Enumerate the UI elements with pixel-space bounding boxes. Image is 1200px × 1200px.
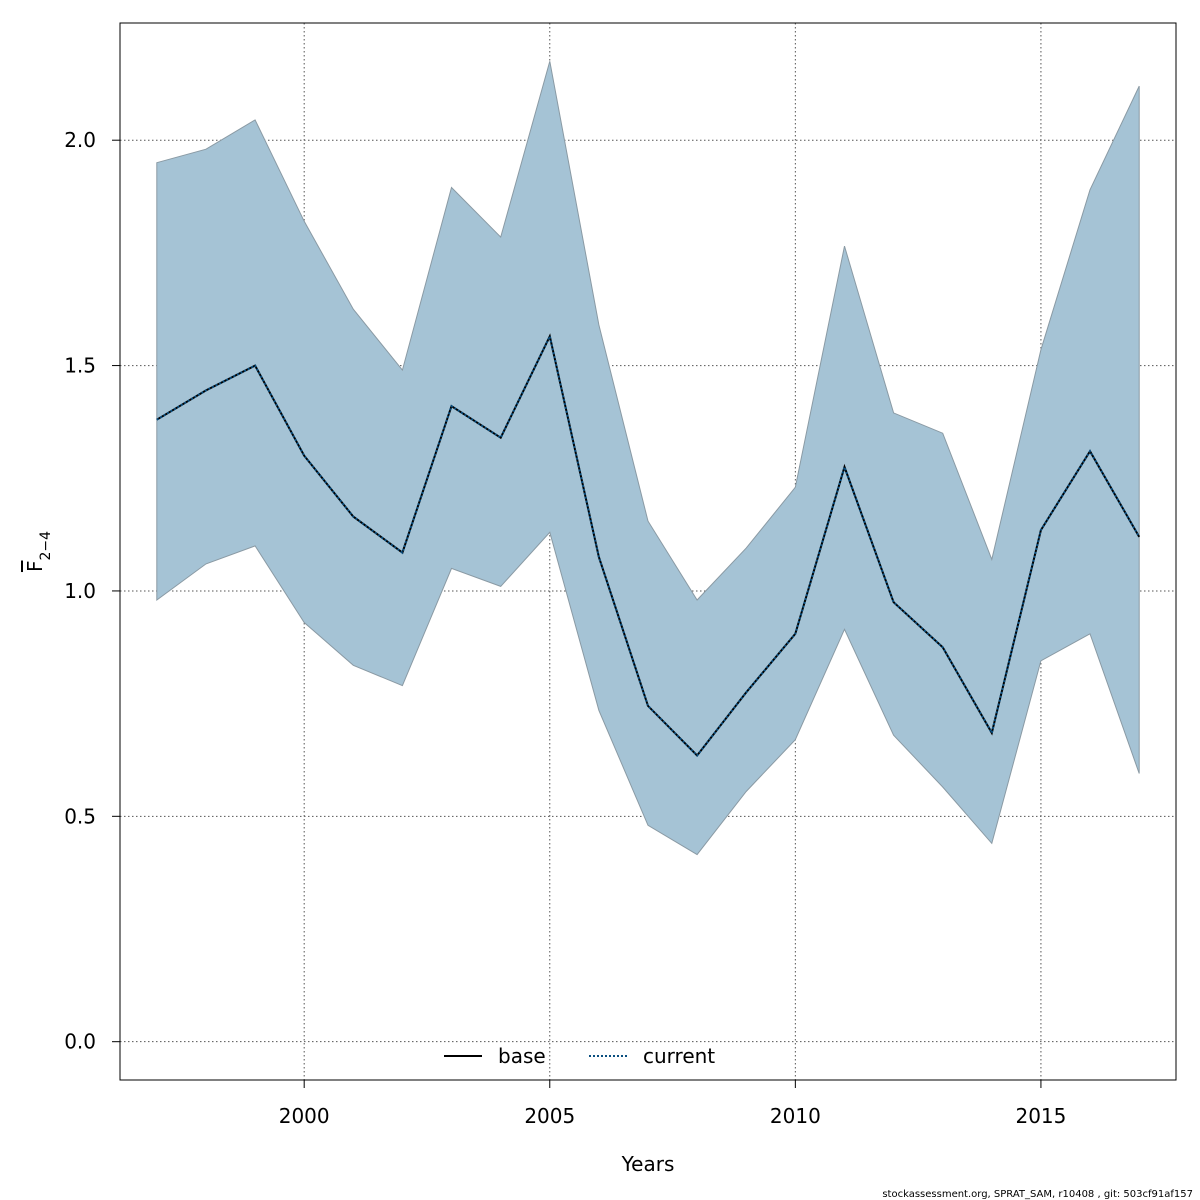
series-lines bbox=[156, 333, 1141, 758]
x-axis: 2000 2005 2010 2015 bbox=[279, 1080, 1066, 1128]
plot-frame bbox=[119, 22, 1177, 1081]
credit-text: stockassessment.org, SPRAT_SAM, r10408 ,… bbox=[882, 1189, 1193, 1200]
y-axis-title-main: F bbox=[23, 561, 47, 573]
legend: base current bbox=[444, 1044, 715, 1068]
y-tick-label-2.0: 2.0 bbox=[64, 128, 96, 152]
y-tick-label-0.0: 0.0 bbox=[64, 1030, 96, 1054]
y-tick-label-1.0: 1.0 bbox=[64, 579, 96, 603]
x-tick-label-2015: 2015 bbox=[1015, 1104, 1066, 1128]
x-axis-title: Years bbox=[621, 1152, 675, 1176]
legend-label-base: base bbox=[498, 1044, 546, 1068]
x-tick-label-2010: 2010 bbox=[770, 1104, 821, 1128]
y-tick-label-1.5: 1.5 bbox=[64, 354, 96, 378]
series-line-current bbox=[156, 333, 1141, 758]
y-tick-label-0.5: 0.5 bbox=[64, 804, 96, 828]
y-axis-title-subscript: 2−4 bbox=[38, 531, 54, 561]
legend-label-current: current bbox=[643, 1044, 715, 1068]
x-tick-label-2005: 2005 bbox=[524, 1104, 575, 1128]
x-tick-label-2000: 2000 bbox=[279, 1104, 330, 1128]
y-axis-title: F2−4 bbox=[23, 531, 54, 572]
y-axis: 0.0 0.5 1.0 1.5 2.0 bbox=[64, 128, 120, 1054]
svg-text:F2−4: F2−4 bbox=[23, 531, 54, 572]
confidence-band-area bbox=[156, 61, 1140, 856]
confidence-band bbox=[156, 61, 1140, 856]
